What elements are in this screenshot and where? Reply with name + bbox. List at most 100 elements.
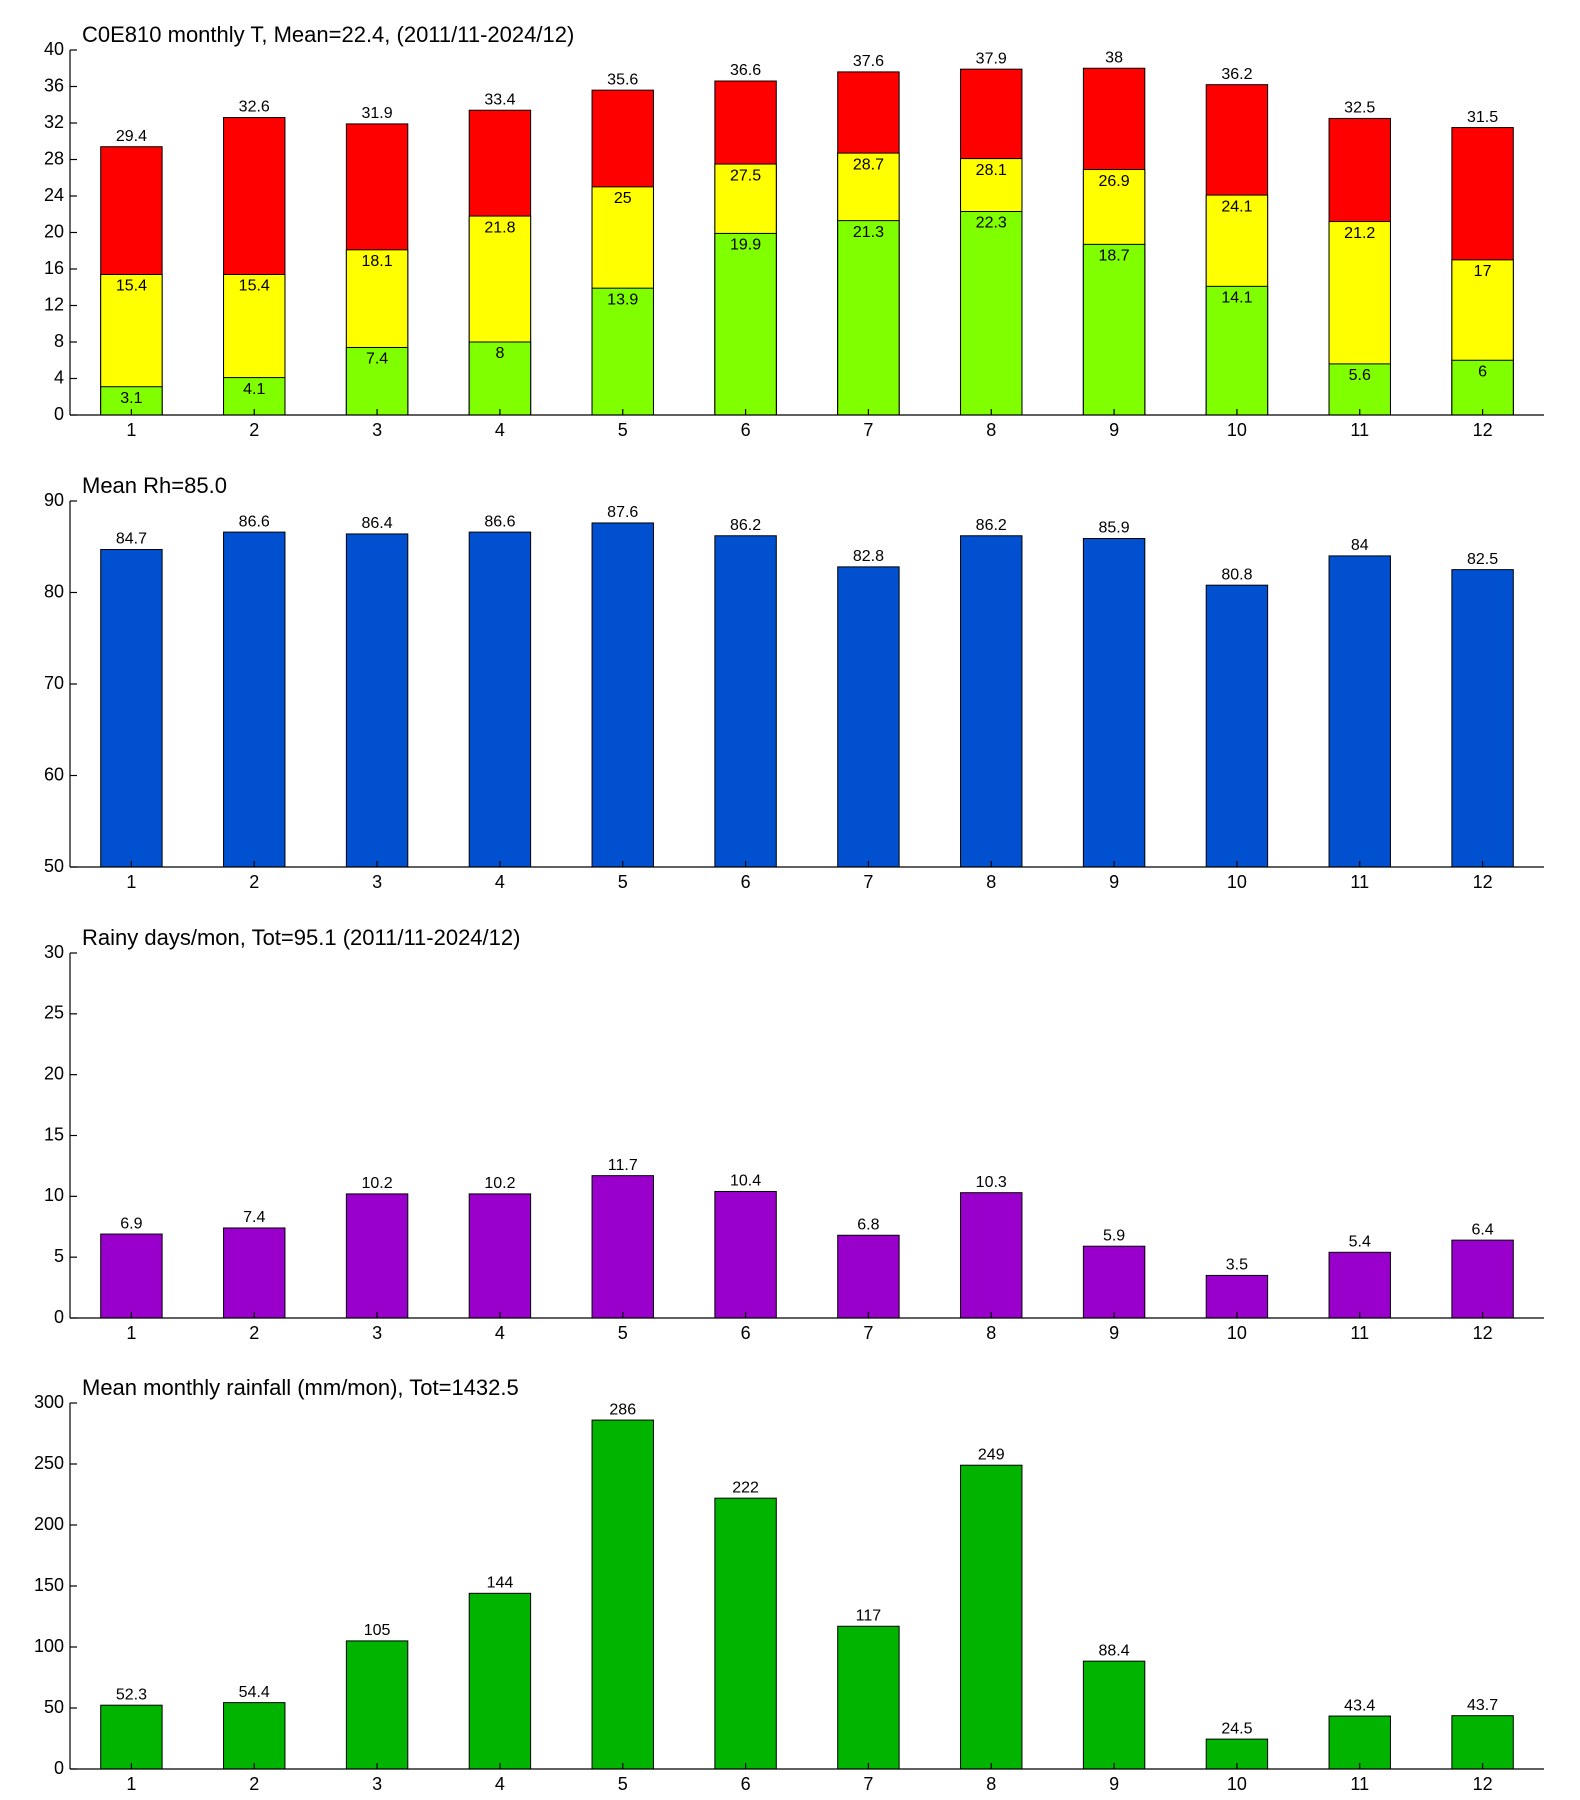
x-tick-label: 11 [1350, 1323, 1369, 1343]
value-label: 21.8 [484, 219, 515, 236]
bar [714, 232, 777, 416]
bar [223, 1227, 286, 1319]
value-label: 82.8 [853, 548, 884, 565]
value-label: 32.5 [1344, 100, 1375, 117]
bar [837, 566, 900, 868]
value-label: 36.6 [730, 62, 761, 79]
bar [591, 522, 654, 868]
y-tick-label: 100 [34, 1636, 64, 1656]
value-label: 13.9 [607, 291, 638, 308]
value-label: 85.9 [1099, 520, 1130, 537]
y-tick-label: 300 [34, 1392, 64, 1412]
x-tick-label: 7 [863, 1323, 873, 1343]
y-tick-label: 10 [44, 1185, 64, 1205]
value-label: 80.8 [1221, 566, 1252, 583]
x-tick-label: 8 [986, 420, 996, 440]
bar [960, 1464, 1023, 1770]
bar [1451, 359, 1514, 416]
bar [468, 1592, 532, 1770]
bar [223, 531, 286, 868]
value-label: 117 [856, 1607, 882, 1624]
value-label: 249 [978, 1446, 1005, 1463]
x-tick-label: 11 [1350, 420, 1369, 440]
y-tick-label: 4 [54, 367, 64, 387]
x-tick-label: 9 [1109, 1774, 1119, 1794]
value-label: 5.9 [1103, 1227, 1125, 1244]
x-tick-label: 6 [741, 420, 751, 440]
x-tick-label: 10 [1227, 1774, 1247, 1794]
y-tick-label: 0 [54, 1758, 64, 1778]
bar [1082, 1245, 1146, 1319]
x-tick-label: 6 [741, 872, 751, 892]
value-label: 33.4 [484, 91, 515, 108]
value-label: 86.6 [484, 513, 515, 530]
value-label: 84 [1351, 537, 1369, 554]
bar [591, 287, 654, 416]
x-tick-label: 9 [1109, 872, 1119, 892]
x-tick-label: 2 [249, 872, 259, 892]
y-tick-label: 50 [44, 856, 64, 876]
bar [223, 1702, 286, 1770]
x-tick-label: 6 [741, 1774, 751, 1794]
bar [1205, 1274, 1269, 1319]
bar [837, 1234, 900, 1319]
bar [1205, 285, 1269, 416]
value-label: 7.4 [243, 1209, 265, 1226]
bar [1328, 555, 1391, 868]
x-tick-label: 3 [372, 1774, 382, 1794]
y-tick-label: 50 [44, 1697, 64, 1717]
value-label: 31.9 [362, 105, 393, 122]
x-tick-label: 2 [249, 1323, 259, 1343]
value-label: 15.4 [239, 278, 270, 295]
bar [468, 1193, 532, 1319]
y-tick-label: 0 [54, 404, 64, 424]
bar [1451, 1239, 1514, 1319]
x-tick-label: 5 [618, 420, 628, 440]
x-tick-label: 11 [1350, 872, 1369, 892]
y-tick-label: 0 [54, 1307, 64, 1327]
bar [591, 1175, 654, 1319]
bar [1082, 1660, 1146, 1770]
value-label: 5.6 [1349, 367, 1371, 384]
x-tick-label: 7 [863, 420, 873, 440]
chart-title: Mean monthly rainfall (mm/mon), Tot=1432… [82, 1375, 519, 1400]
bar [1082, 538, 1146, 868]
value-label: 86.4 [362, 515, 393, 532]
value-label: 86.6 [239, 513, 270, 530]
value-label: 18.7 [1099, 248, 1130, 265]
x-tick-label: 10 [1227, 1323, 1247, 1343]
value-label: 7.4 [366, 351, 388, 368]
x-tick-label: 6 [741, 1323, 751, 1343]
bar [100, 1704, 163, 1770]
value-label: 35.6 [607, 71, 638, 88]
x-tick-label: 1 [126, 872, 136, 892]
value-label: 10.3 [976, 1174, 1007, 1191]
x-tick-label: 12 [1473, 420, 1493, 440]
value-label: 3.5 [1226, 1257, 1248, 1274]
y-tick-label: 30 [44, 942, 64, 962]
bar [345, 1640, 409, 1770]
x-tick-label: 8 [986, 872, 996, 892]
x-tick-label: 7 [863, 1774, 873, 1794]
value-label: 21.3 [853, 224, 884, 241]
value-label: 37.6 [853, 53, 884, 70]
bar [1082, 243, 1146, 416]
x-tick-label: 4 [495, 420, 505, 440]
value-label: 6.9 [120, 1215, 142, 1232]
y-tick-label: 60 [44, 764, 64, 784]
y-tick-label: 8 [54, 331, 64, 351]
value-label: 15.4 [116, 278, 147, 295]
value-label: 52.3 [116, 1686, 147, 1703]
y-tick-label: 150 [34, 1575, 64, 1595]
y-tick-label: 40 [44, 39, 64, 59]
y-tick-label: 20 [44, 221, 64, 241]
x-tick-label: 4 [495, 1774, 505, 1794]
x-tick-label: 11 [1350, 1774, 1369, 1794]
y-tick-label: 80 [44, 581, 64, 601]
y-tick-label: 250 [34, 1453, 64, 1473]
bar [714, 1497, 777, 1770]
y-tick-label: 70 [44, 673, 64, 693]
value-label: 10.2 [484, 1175, 515, 1192]
bar [837, 220, 900, 416]
